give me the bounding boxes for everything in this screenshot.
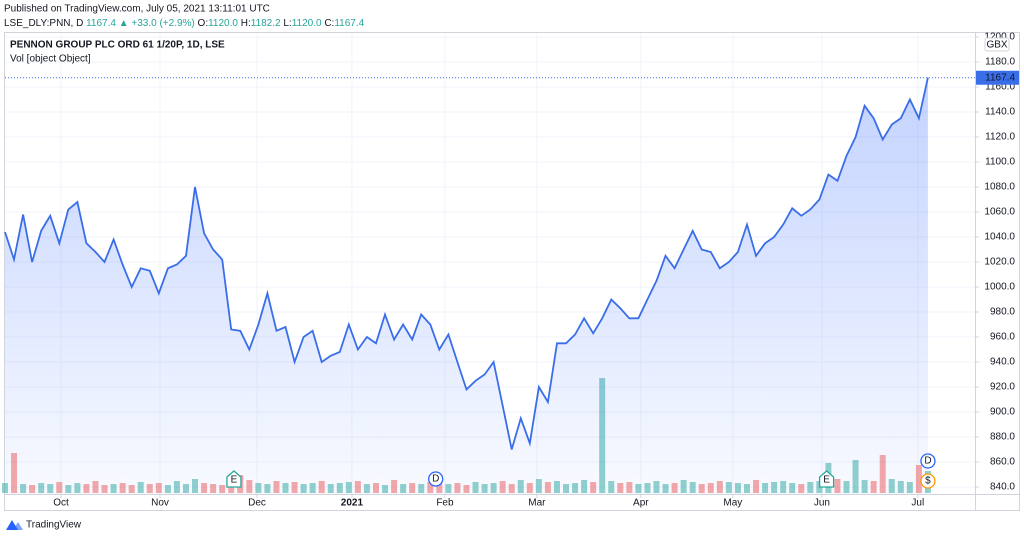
currency-box: [984, 37, 1010, 52]
h-label: H:: [241, 18, 251, 29]
earnings-marker: [818, 470, 835, 488]
y-tick-label: 840.0: [990, 482, 1015, 493]
x-tick-label: Apr: [633, 498, 649, 509]
event-marker: [920, 473, 936, 489]
last: 1167.4: [86, 18, 116, 29]
logo: [6, 520, 23, 530]
frame: [4, 32, 1020, 511]
chart-title: PENNON GROUP PLC ORD 61 1/20P, 1D, LSE: [10, 40, 225, 51]
y-tick-label: 880.0: [990, 432, 1015, 443]
y-tick-label: 980.0: [990, 307, 1015, 318]
subtitle: Vol [object Object]: [10, 54, 91, 65]
y-tick-label: 1020.0: [984, 257, 1015, 268]
quote-line: LSE_DLY:PNN, D 1167.4 ▲ +33.0 (+2.9%) O:…: [4, 18, 365, 29]
event-label: $: [925, 476, 931, 487]
y-tick-label: 1200.0: [984, 32, 1015, 43]
area: [5, 77, 928, 494]
y-tick-label: 940.0: [990, 357, 1015, 368]
earnings-marker: [226, 470, 242, 488]
x-tick-label: May: [723, 498, 742, 509]
event-marker: [920, 453, 936, 469]
x-tick-label: Jun: [814, 498, 830, 509]
change: +33.0 (+2.9%): [131, 18, 194, 29]
event-marker: [428, 471, 444, 487]
event-label: D: [432, 474, 439, 485]
y-tick-label: 1180.0: [985, 57, 1015, 68]
y-tick-label: 1120.0: [985, 132, 1015, 143]
o-label: O:: [198, 18, 209, 29]
y-tick-label: 960.0: [990, 332, 1015, 343]
y-tick-label: 1040.0: [984, 232, 1015, 243]
y-tick-label: 1160.0: [985, 82, 1015, 93]
event-label: E: [823, 475, 830, 486]
x-tick-label: Feb: [436, 498, 454, 509]
o: 1120.0: [208, 18, 238, 29]
l: 1120.0: [292, 18, 322, 29]
x-tick-label: Oct: [53, 498, 69, 509]
arrow: ▲: [119, 18, 129, 29]
y-tick-label: 920.0: [990, 382, 1015, 393]
symbol: LSE_DLY:PNN, D: [4, 18, 83, 29]
x-tick-label: Mar: [528, 498, 546, 509]
x-tick-label: 2021: [341, 498, 364, 509]
c-label: C:: [324, 18, 334, 29]
x-tick-label: Nov: [151, 498, 169, 509]
last-price-box: [976, 70, 1019, 85]
footer-brand: TradingView: [26, 520, 82, 531]
y-tick-label: 1100.0: [985, 157, 1015, 168]
y-tick-label: 1060.0: [984, 207, 1015, 218]
event-label: D: [924, 456, 931, 467]
logo-mark: [13, 522, 23, 530]
currency: GBX: [986, 40, 1007, 51]
y-tick-label: 860.0: [990, 457, 1015, 468]
y-tick-label: 1080.0: [984, 182, 1015, 193]
last-price-label: 1167.4: [985, 72, 1015, 83]
y-tick-label: 1140.0: [985, 107, 1015, 118]
x-tick-label: Dec: [248, 498, 266, 509]
c: 1167.4: [334, 18, 364, 29]
y-tick-label: 900.0: [990, 407, 1015, 418]
price-line: [4, 77, 929, 450]
x-tick-label: Jul: [911, 498, 924, 509]
published: Published on TradingView.com, July 05, 2…: [4, 4, 270, 15]
h: 1182.2: [251, 18, 281, 29]
event-label: E: [231, 475, 238, 486]
l-label: L:: [283, 18, 291, 29]
y-tick-label: 1000.0: [984, 282, 1015, 293]
